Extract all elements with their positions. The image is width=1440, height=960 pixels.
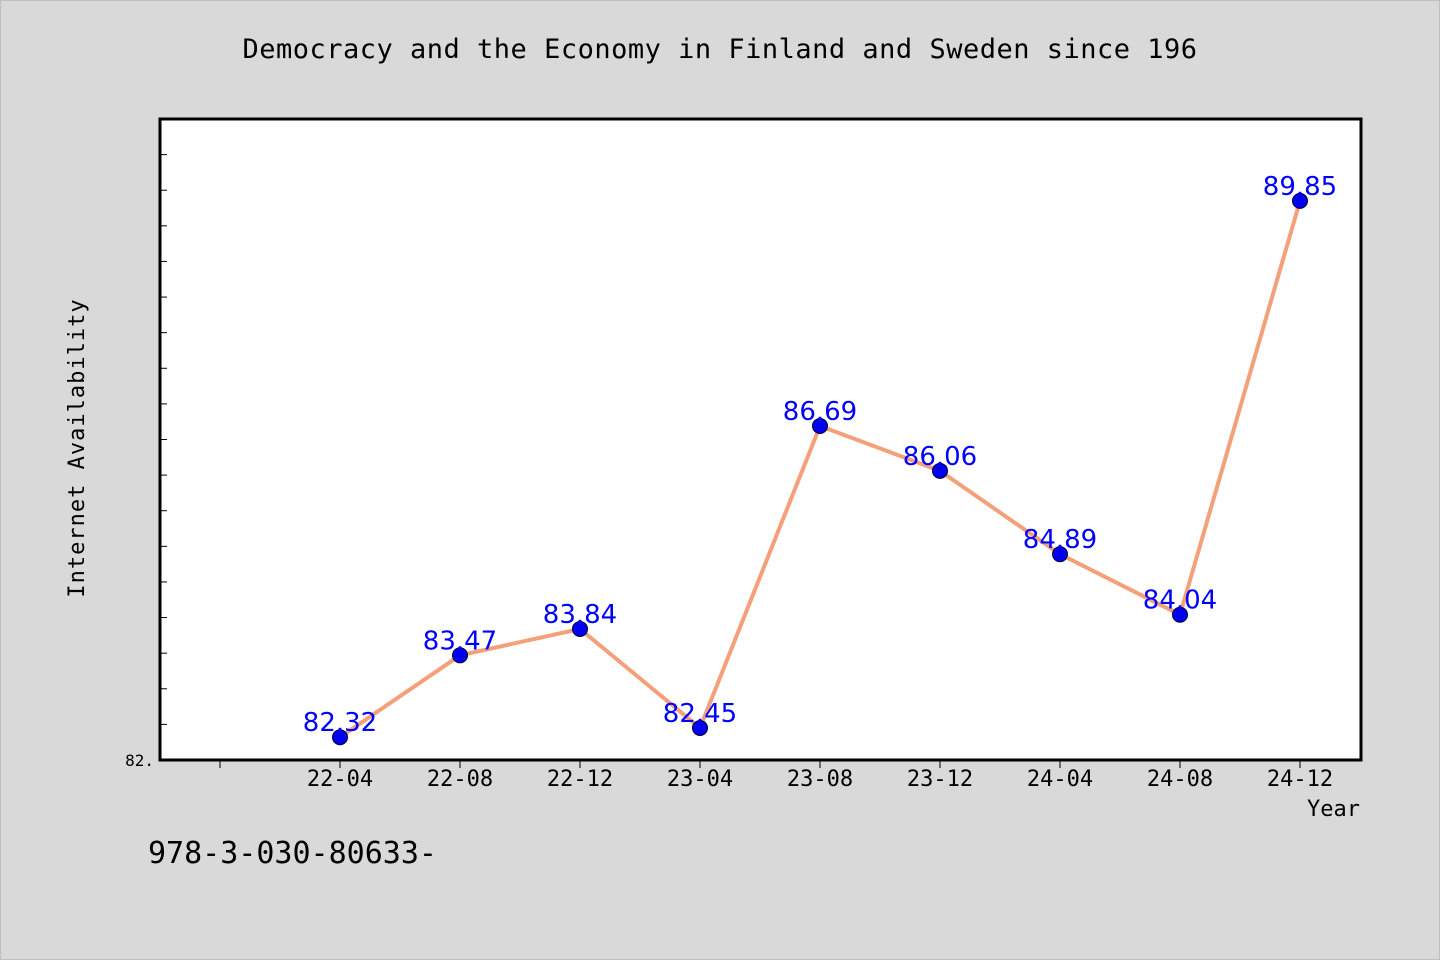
chart-title: Democracy and the Economy in Finland and…: [242, 34, 1198, 65]
data-label: 82.45: [663, 699, 737, 729]
x-axis-label: Year: [1307, 797, 1360, 822]
data-point: [1052, 546, 1068, 563]
x-tick-label: 22-12: [547, 767, 613, 792]
data-label: 83.47: [423, 626, 497, 656]
x-tick-label: 23-12: [907, 767, 973, 792]
x-tick-label: 24-04: [1027, 767, 1093, 792]
data-label: 86.69: [783, 397, 857, 427]
plot-area: [158, 117, 1363, 762]
data-label: 82.32: [303, 708, 377, 738]
x-tick-label: 24-12: [1267, 767, 1333, 792]
data-point: [332, 729, 348, 746]
data-label: 83.84: [543, 600, 617, 630]
y-axis-label: Internet Availability: [65, 298, 90, 597]
y-tick-label: 82.: [125, 751, 154, 770]
data-point: [932, 462, 948, 479]
y-axis-ticks: [160, 154, 167, 725]
footer-text: 978-3-030-80633-: [148, 836, 437, 871]
data-point: [1172, 606, 1188, 623]
data-point: [812, 417, 828, 434]
x-tick-label: 22-08: [427, 767, 493, 792]
data-label: 84.04: [1143, 586, 1217, 616]
x-tick-labels: 22-04 22-08 22-12 23-04 23-08 23-12 24-04 24-08…: [307, 767, 1333, 792]
data-label: 86.06: [903, 442, 977, 472]
series-points: [332, 192, 1308, 746]
x-tick-label: 23-04: [667, 767, 733, 792]
data-point: [692, 719, 708, 736]
data-labels: 82.32 83.47 83.84 82.45 86.69 86.06 84.89 84.04…: [303, 172, 1337, 738]
data-point: [1292, 192, 1308, 209]
data-point: [572, 620, 588, 637]
data-label: 84.89: [1023, 525, 1097, 555]
x-tick-label: 23-08: [787, 767, 853, 792]
x-tick-label: 22-04: [307, 767, 373, 792]
x-tick-label: 24-08: [1147, 767, 1213, 792]
data-point: [452, 647, 468, 664]
data-label: 89.85: [1263, 172, 1337, 202]
x-axis-ticks: [219, 760, 1301, 768]
